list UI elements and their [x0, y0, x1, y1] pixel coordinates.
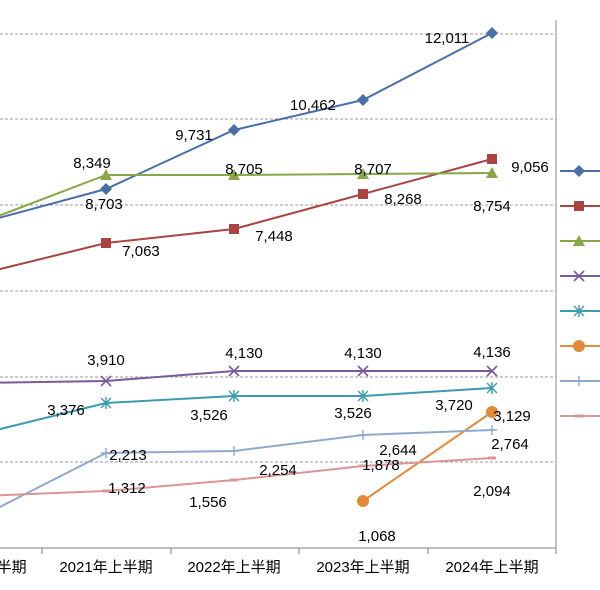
data-point [487, 154, 497, 164]
data-label: 2,094 [473, 483, 511, 500]
data-label: 4,136 [473, 344, 511, 361]
data-point [357, 168, 369, 179]
data-point [575, 414, 583, 418]
series-layer [0, 27, 498, 508]
data-point [229, 224, 239, 234]
data-label: 8,707 [354, 161, 392, 178]
data-point [486, 167, 498, 178]
data-point [573, 305, 585, 317]
data-point [357, 390, 369, 402]
data-point [573, 340, 585, 352]
data-point [486, 27, 498, 39]
data-point [228, 169, 240, 180]
data-point [573, 165, 585, 177]
data-point [101, 448, 111, 458]
data-label: 1,312 [108, 480, 146, 497]
series-line-6 [362, 411, 493, 502]
data-label: 8,703 [85, 196, 123, 213]
data-point [574, 201, 584, 211]
data-label: 4,130 [344, 345, 382, 362]
data-point [357, 94, 369, 106]
data-point [486, 406, 498, 418]
data-label: 8,349 [73, 155, 111, 172]
data-label: 2,764 [491, 436, 529, 453]
data-label: 9,056 [511, 159, 549, 176]
data-point [100, 375, 112, 387]
data-point [100, 169, 112, 180]
data-label: 3,526 [334, 405, 372, 422]
data-point [486, 365, 498, 377]
data-label: 2,254 [259, 462, 297, 479]
data-point [101, 238, 111, 248]
data-point [359, 464, 367, 468]
data-point [573, 235, 585, 246]
data-point [358, 430, 368, 440]
data-label: 2,644 [379, 442, 417, 459]
x-tick-label: 2022年上半期 [187, 559, 280, 576]
data-point [486, 382, 498, 394]
x-tick-label: 2023年上半期 [316, 559, 409, 576]
data-point [488, 456, 496, 460]
series-line-7 [0, 429, 493, 508]
data-label: 8,754 [473, 198, 511, 215]
data-label: 7,448 [255, 228, 293, 245]
data-label: 8,705 [225, 161, 263, 178]
x-tick-label: 2024年上半期 [445, 559, 538, 576]
data-label: 1,068 [358, 528, 396, 545]
data-point [228, 365, 240, 377]
data-point [229, 446, 239, 456]
data-label: 1,556 [189, 494, 227, 511]
data-point [357, 495, 369, 507]
data-labels: 8,7039,73110,46212,0116,2337,0637,4488,2… [47, 30, 549, 545]
x-tick-label: 2021年上半期 [59, 559, 152, 576]
data-point [102, 489, 110, 493]
data-label: 7,063 [122, 243, 160, 260]
data-point [357, 365, 369, 377]
data-label: 12,011 [425, 30, 470, 47]
axes: 2020年上半期 2021年上半期 2022年上半期 2023年上半期 2024年上半期 [0, 547, 557, 576]
data-point [228, 390, 240, 402]
data-point [100, 397, 112, 409]
data-label: 8,268 [384, 191, 422, 208]
data-label: 9,731 [175, 127, 213, 144]
data-point [100, 183, 112, 195]
data-label: 1,878 [362, 457, 400, 474]
data-point [487, 425, 497, 435]
data-label: 3,720 [435, 397, 473, 414]
data-point [574, 376, 584, 386]
data-point [573, 270, 585, 282]
data-point [358, 189, 368, 199]
data-point [230, 478, 238, 482]
data-label: 3,526 [190, 407, 228, 424]
data-label: 3,910 [87, 352, 125, 369]
data-point [228, 124, 240, 136]
legend [560, 165, 600, 418]
data-label: 2,213 [109, 447, 147, 464]
data-label: 4,130 [225, 345, 263, 362]
data-label: 3,129 [493, 408, 531, 425]
data-label: 10,462 [290, 97, 336, 114]
data-label: 3,376 [47, 402, 85, 419]
x-tick-label: 2020年上半期 [0, 559, 27, 576]
